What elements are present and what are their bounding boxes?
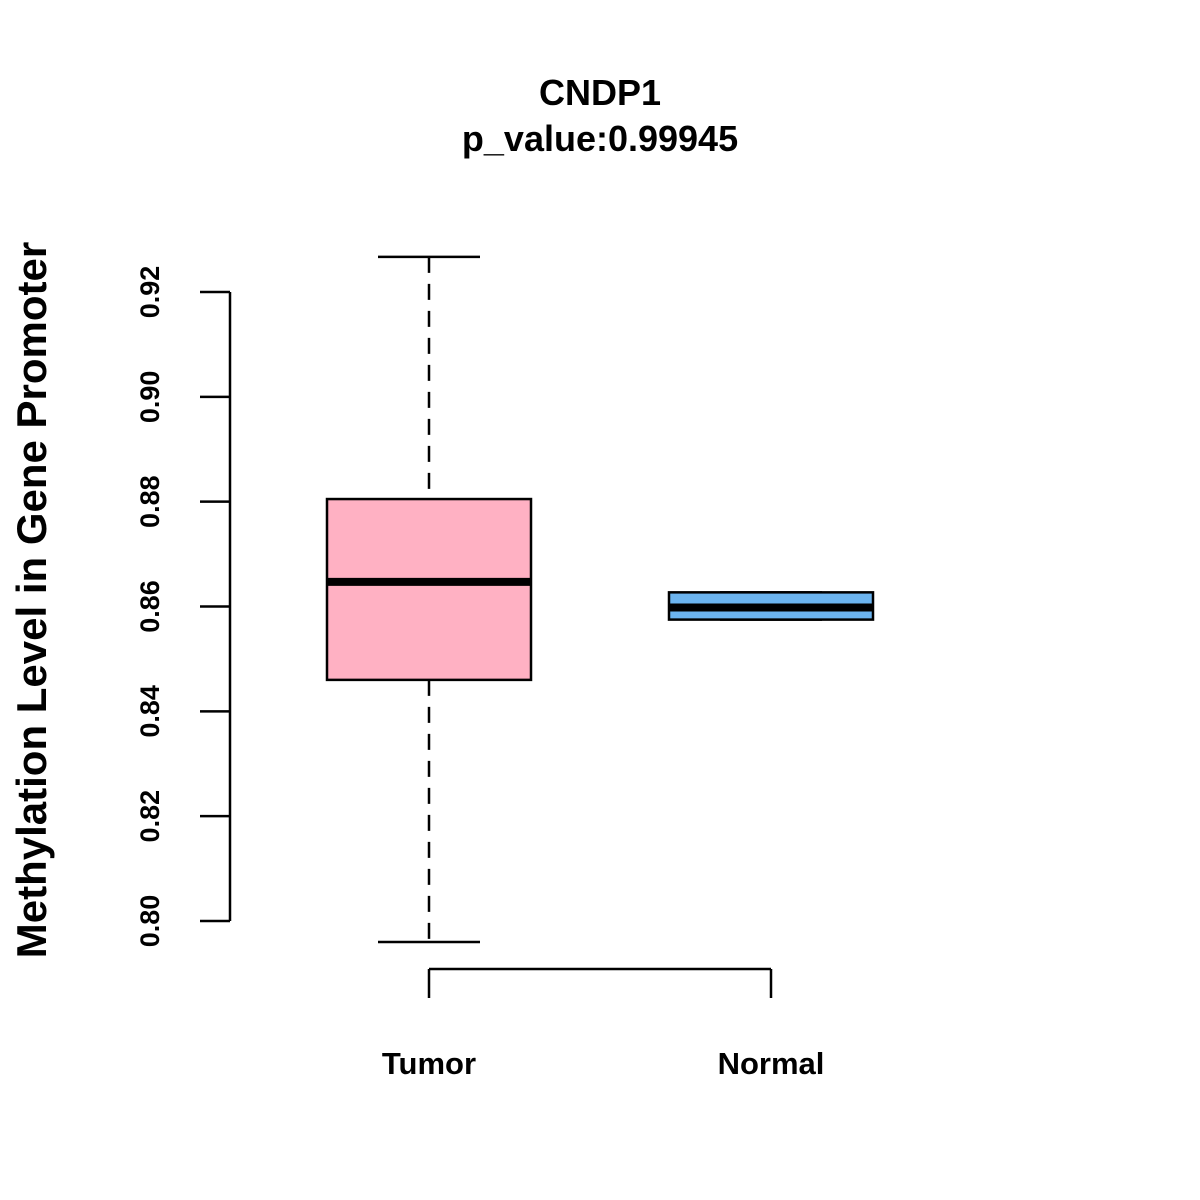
x-tick-label-tumor: Tumor: [382, 1046, 476, 1081]
y-tick-label: 0.86: [135, 580, 165, 633]
y-tick-label: 0.82: [135, 790, 165, 843]
y-tick-label: 0.84: [135, 685, 165, 738]
plot-area: 0.80 0.82 0.84 0.86 0.88 0.90 0.92 Tumor Normal: [135, 255, 875, 1081]
x-tick-label-normal: Normal: [718, 1046, 825, 1081]
chart-title: CNDP1: [539, 72, 661, 113]
y-tick-label: 0.80: [135, 895, 165, 948]
chart-subtitle: p_value:0.99945: [462, 118, 738, 159]
y-axis-label: Methylation Level in Gene Promoter: [8, 242, 55, 958]
y-tick-label: 0.90: [135, 371, 165, 424]
tumor-box: [325, 497, 533, 682]
y-tick-label: 0.92: [135, 266, 165, 319]
y-tick-label: 0.88: [135, 475, 165, 528]
